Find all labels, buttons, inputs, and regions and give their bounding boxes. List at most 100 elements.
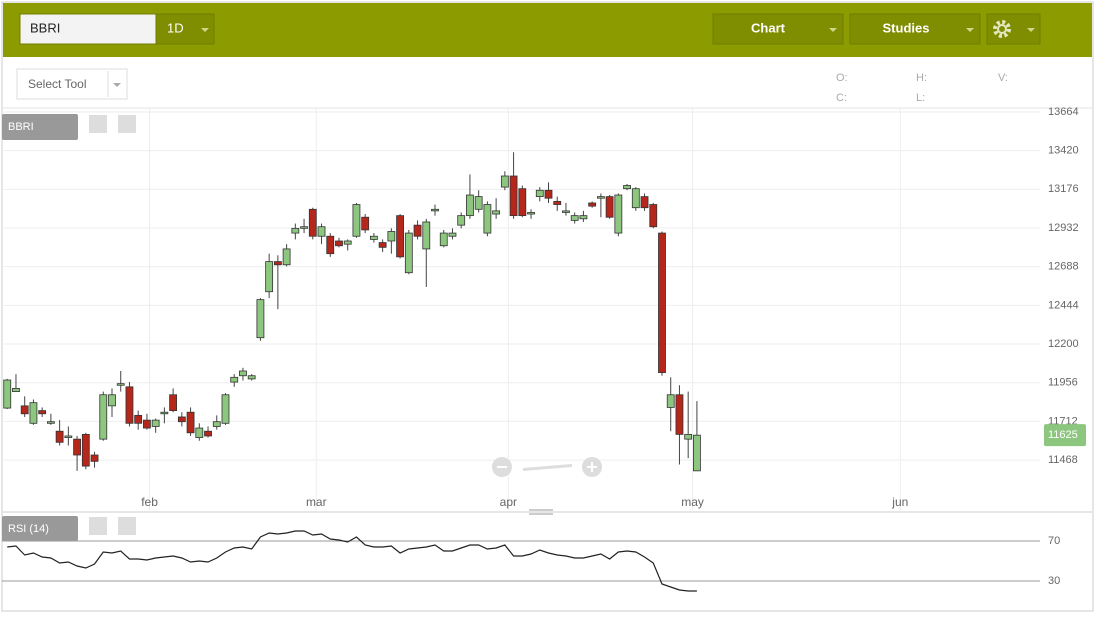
y-tick-label: 13664: [1048, 106, 1079, 118]
y-tick-label: 11468: [1048, 454, 1078, 466]
candle-body: [448, 232, 457, 237]
candle-body: [422, 221, 431, 250]
candle-body: [562, 210, 570, 213]
candle-body: [527, 212, 535, 215]
candle-body: [116, 383, 125, 386]
candle-body: [518, 188, 527, 217]
candle-body: [588, 202, 597, 207]
dropdown-arrow: [966, 28, 974, 32]
candle-body: [413, 224, 422, 237]
x-tick-label: may: [681, 495, 704, 509]
candle-body: [308, 208, 317, 237]
candle-body: [326, 235, 335, 255]
candle-body: [605, 196, 614, 218]
dropdown-arrow: [113, 83, 121, 87]
x-tick-label: apr: [500, 495, 517, 509]
y-tick-label: 30: [1048, 575, 1060, 587]
x-tick-label: mar: [306, 495, 327, 509]
candle-body: [160, 411, 169, 415]
candle-body: [29, 402, 38, 424]
candle-body: [483, 204, 492, 234]
candle-body: [186, 411, 195, 434]
candle-body: [55, 430, 64, 443]
studies-button[interactable]: [849, 13, 981, 45]
candle-body: [335, 240, 343, 247]
candle-body: [239, 370, 247, 377]
x-tick-label: feb: [141, 495, 158, 509]
candle-body: [125, 386, 134, 424]
candle-body: [343, 240, 352, 245]
x-tick-label: jun: [891, 495, 908, 509]
candle-body: [256, 299, 265, 339]
last-price-tag: [1044, 424, 1086, 447]
panel-tab: [2, 114, 78, 140]
candle-body: [352, 204, 361, 237]
candle-body: [230, 376, 239, 383]
candle-body: [684, 433, 693, 440]
gear-icon: [997, 24, 1007, 34]
rsi-line: [7, 530, 697, 592]
candle-body: [134, 414, 143, 424]
candle-body: [396, 215, 404, 258]
candle-body: [221, 394, 230, 424]
candle-body: [570, 215, 579, 221]
candle-body: [20, 405, 29, 415]
close-button[interactable]: [118, 517, 136, 535]
candle-body: [3, 379, 12, 409]
candle-body: [212, 421, 221, 427]
candle-body: [108, 394, 116, 407]
candle-body: [46, 421, 55, 424]
candle-body: [204, 430, 212, 437]
select-tool[interactable]: [16, 68, 128, 100]
ohlc-label: L:: [916, 92, 925, 104]
symbol-input[interactable]: [19, 13, 157, 45]
candle-body: [143, 419, 151, 429]
candle-body: [404, 232, 413, 274]
candle-body: [631, 188, 640, 209]
candle-body: [169, 394, 178, 412]
candle-body: [500, 175, 509, 188]
candle-body: [90, 454, 99, 462]
expand-button[interactable]: [89, 115, 107, 133]
chart-button[interactable]: [712, 13, 844, 45]
candle-body: [361, 216, 370, 231]
candle-body: [623, 185, 631, 190]
zoom-slider[interactable]: [523, 464, 572, 471]
ohlc-label: O:: [836, 72, 848, 84]
candle-body: [544, 189, 553, 199]
candle-body: [675, 394, 684, 435]
dropdown-arrow: [1027, 28, 1035, 32]
y-tick-label: 13420: [1048, 145, 1079, 157]
ohlc-label: C:: [836, 92, 847, 104]
candle-body: [474, 196, 483, 210]
ohlc-label: V:: [998, 72, 1008, 84]
candle-body: [431, 208, 439, 212]
candle-body: [369, 235, 378, 240]
candle-body: [596, 196, 605, 199]
dropdown-arrow: [829, 28, 837, 32]
candle-body: [658, 232, 666, 373]
candle-body: [378, 242, 387, 248]
panel-tab: [2, 516, 78, 541]
ohlc-label: H:: [916, 72, 927, 84]
candle-body: [64, 435, 73, 438]
zoom-out-icon: [497, 466, 507, 468]
candle-body: [553, 200, 562, 205]
candle-body: [247, 375, 256, 380]
zoom-in-icon: [587, 462, 597, 472]
down-button[interactable]: [89, 517, 107, 535]
last-price-label: 11625: [1048, 429, 1078, 441]
y-tick-label: 12444: [1048, 299, 1079, 311]
chart-text: Chart: [751, 20, 786, 35]
candle-body: [273, 261, 282, 266]
candle-body: [579, 215, 588, 220]
candle-body: [151, 419, 160, 427]
down-button[interactable]: [118, 115, 136, 133]
candle-body: [195, 427, 204, 438]
candle-body: [614, 194, 623, 234]
dropdown-arrow: [201, 28, 209, 32]
candle-body: [466, 194, 474, 217]
candle-body: [317, 226, 326, 237]
